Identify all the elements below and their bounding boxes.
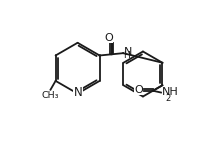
Text: N: N xyxy=(74,86,83,99)
Text: 2: 2 xyxy=(165,94,170,103)
Text: O: O xyxy=(134,85,143,95)
Text: H: H xyxy=(123,51,130,60)
Text: N: N xyxy=(123,47,132,57)
Text: NH: NH xyxy=(161,87,178,97)
Text: O: O xyxy=(104,33,113,43)
Text: CH₃: CH₃ xyxy=(41,91,59,100)
